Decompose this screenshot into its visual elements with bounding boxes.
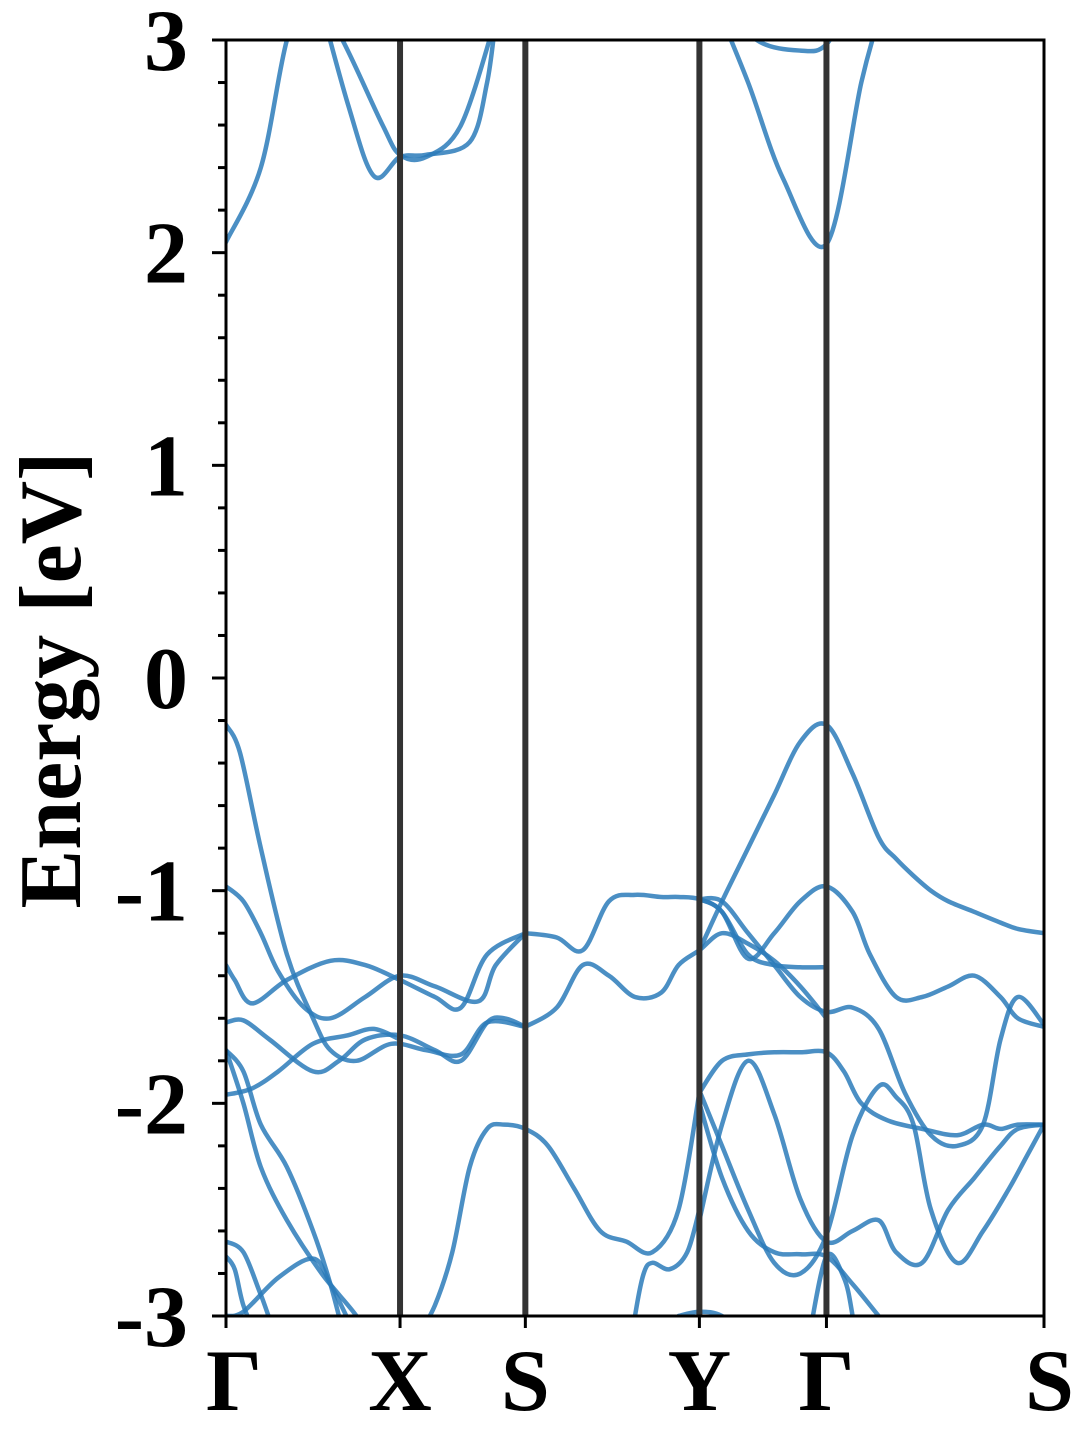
band-line-16: [523, 892, 829, 970]
high-symmetry-lines: [397, 40, 830, 1316]
x-tick-label-5: S: [1025, 1333, 1074, 1430]
x-tick-label-3: Y: [668, 1333, 732, 1430]
x-tick-label-0: Γ: [206, 1333, 262, 1430]
band-line-0: [226, 40, 290, 245]
band-line-12: [226, 1239, 271, 1316]
band-line-27: [810, 1251, 855, 1316]
band-line-15: [427, 1090, 702, 1316]
y-tick-label-4: 1: [144, 418, 188, 515]
band-line-21: [697, 883, 1044, 1030]
band-line-9: [226, 1026, 403, 1098]
y-tick-label-6: 3: [144, 0, 188, 90]
band-line-22: [697, 1048, 1044, 1138]
band-line-6: [226, 884, 528, 1021]
band-line-17: [523, 930, 829, 1030]
y-axis-title: Energy [eV]: [3, 452, 100, 909]
band-line-14: [226, 1256, 349, 1316]
band-line-7: [226, 930, 528, 1012]
y-tick-label-0: -3: [115, 1269, 188, 1366]
y-tick-label-3: 0: [144, 631, 188, 728]
band-line-19: [697, 721, 1044, 953]
band-line-3: [728, 40, 875, 250]
y-tick-label-2: -1: [115, 844, 188, 941]
y-tick-label-5: 2: [144, 206, 188, 303]
band-line-20: [697, 895, 1044, 1149]
x-tick-label-4: Γ: [798, 1333, 854, 1430]
y-tick-label-1: -2: [115, 1056, 188, 1153]
y-axis-ticks: -3 -2 -1 0 1 2 3: [115, 0, 226, 1366]
band-line-4: [753, 40, 833, 54]
band-lines: [226, 40, 1044, 1316]
band-line-8: [226, 1015, 528, 1075]
band-line-1: [327, 40, 496, 181]
band-line-18: [632, 1207, 702, 1316]
band-line-24: [697, 1082, 1044, 1278]
x-tick-label-2: S: [501, 1333, 550, 1430]
band-line-5: [226, 722, 528, 1064]
x-tick-label-1: X: [368, 1333, 432, 1430]
band-line-23: [697, 1058, 1044, 1268]
band-line-13: [226, 1254, 250, 1316]
